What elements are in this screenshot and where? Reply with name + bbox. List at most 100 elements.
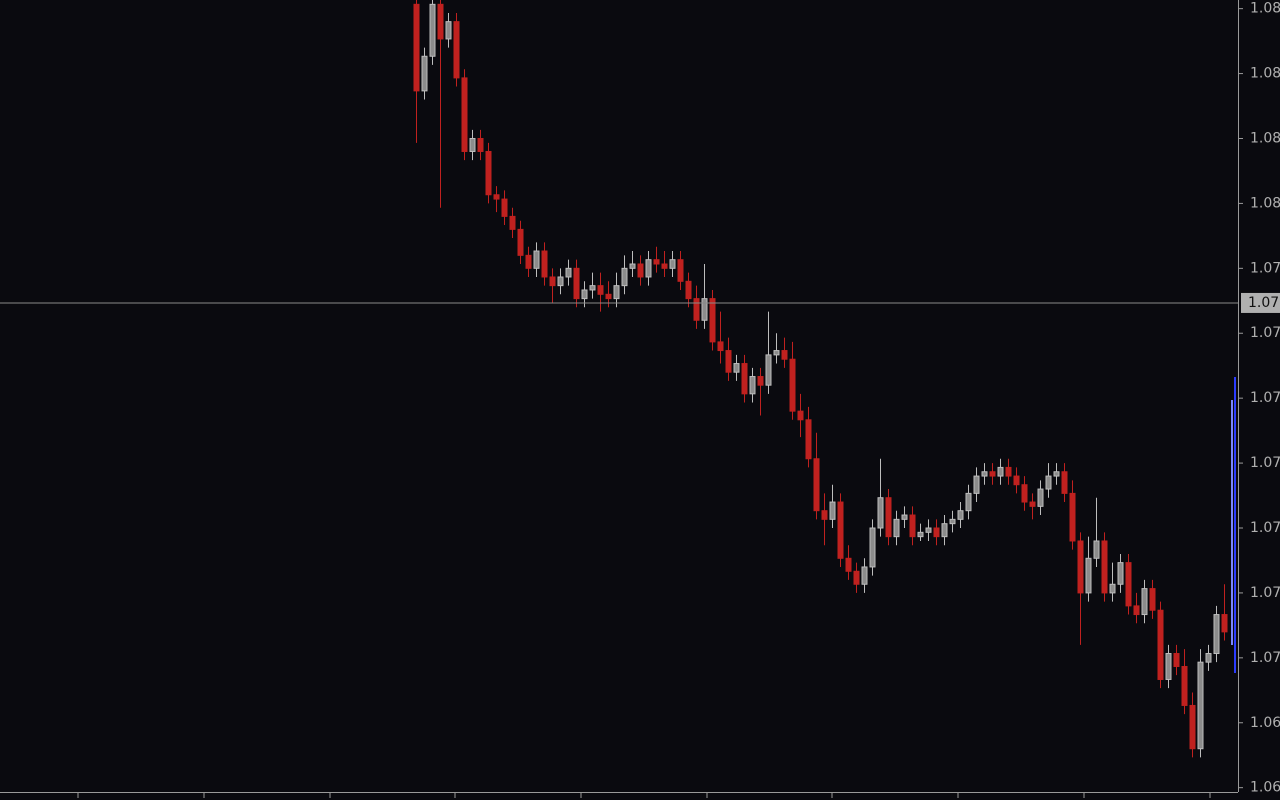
candle-body bbox=[781, 350, 788, 360]
current-price-label: 1.07 bbox=[1248, 295, 1279, 311]
candle-body bbox=[837, 501, 844, 559]
candle-body bbox=[973, 475, 980, 494]
current-price-box bbox=[1241, 292, 1280, 313]
candle-body bbox=[501, 198, 508, 217]
candle-body bbox=[549, 276, 556, 287]
y-tick-label: 1.06 bbox=[1250, 715, 1280, 731]
candle-body bbox=[1165, 653, 1172, 680]
candle-body bbox=[437, 3, 444, 40]
candle-body bbox=[797, 410, 804, 421]
candle-body bbox=[677, 259, 684, 282]
candle-body bbox=[861, 566, 868, 585]
candle-body bbox=[765, 354, 772, 386]
candle-body bbox=[469, 137, 476, 152]
candle-body bbox=[1197, 661, 1204, 750]
candle-body bbox=[701, 298, 708, 321]
candle-body bbox=[685, 280, 692, 300]
candle-body bbox=[997, 466, 1004, 477]
candle-body bbox=[621, 267, 628, 287]
candle-body bbox=[1045, 475, 1052, 490]
y-tick-label: 1.07 bbox=[1250, 260, 1280, 276]
candle-body bbox=[629, 263, 636, 269]
y-tick-label: 1.08 bbox=[1250, 1, 1280, 17]
candle-body bbox=[1221, 614, 1228, 633]
candle-body bbox=[461, 77, 468, 152]
candle-body bbox=[1181, 665, 1188, 706]
candle-body bbox=[557, 276, 564, 287]
candle-body bbox=[893, 518, 900, 538]
y-tick-label: 1.07 bbox=[1250, 585, 1280, 601]
y-tick-label: 1.07 bbox=[1250, 390, 1280, 406]
candle-body bbox=[1109, 583, 1116, 594]
candle-body bbox=[1053, 471, 1060, 477]
candle-body bbox=[853, 570, 860, 585]
candle-body bbox=[589, 285, 596, 291]
candle-body bbox=[533, 250, 540, 269]
candle-body bbox=[813, 458, 820, 512]
candle-body bbox=[901, 514, 908, 520]
candle-body bbox=[645, 259, 652, 278]
candle-body bbox=[421, 55, 428, 92]
candle-body bbox=[1125, 562, 1132, 607]
candle-body bbox=[1037, 488, 1044, 507]
candle-body bbox=[1189, 704, 1196, 750]
y-tick-label: 1.07 bbox=[1250, 650, 1280, 666]
candle-body bbox=[1077, 540, 1084, 594]
candle-body bbox=[541, 250, 548, 278]
candle-body bbox=[669, 259, 676, 269]
candle-body bbox=[909, 514, 916, 538]
candle-body bbox=[989, 471, 996, 477]
candle-body bbox=[1061, 471, 1068, 494]
y-tick-label: 1.08 bbox=[1250, 195, 1280, 211]
candle-body bbox=[581, 289, 588, 300]
candle-body bbox=[1213, 614, 1220, 655]
candle-body bbox=[605, 293, 612, 300]
candle-body bbox=[957, 510, 964, 520]
candle-body bbox=[1029, 501, 1036, 507]
candle-body bbox=[917, 531, 924, 538]
candle-body bbox=[661, 263, 668, 269]
candle-body bbox=[1013, 475, 1020, 486]
candle-body bbox=[805, 419, 812, 460]
candle-body bbox=[1205, 653, 1212, 663]
candle-body bbox=[1117, 562, 1124, 585]
y-tick-label: 1.06 bbox=[1250, 780, 1280, 796]
candle-body bbox=[741, 363, 748, 395]
candle-body bbox=[477, 137, 484, 152]
candle-body bbox=[829, 501, 836, 520]
candle-body bbox=[1157, 609, 1164, 680]
candle-body bbox=[877, 497, 884, 529]
candle-body bbox=[941, 523, 948, 538]
candle-body bbox=[933, 527, 940, 538]
candle-body bbox=[869, 527, 876, 568]
candle-body bbox=[757, 376, 764, 386]
candle-body bbox=[525, 254, 532, 269]
candle-body bbox=[965, 492, 972, 512]
candle-body bbox=[1173, 653, 1180, 667]
y-tick-label: 1.07 bbox=[1250, 455, 1280, 471]
candle-body bbox=[509, 215, 516, 230]
candle-body bbox=[1085, 557, 1092, 594]
y-tick-label: 1.07 bbox=[1250, 325, 1280, 341]
indicator bbox=[1231, 377, 1236, 673]
candle-body bbox=[733, 363, 740, 373]
candle-body bbox=[821, 510, 828, 520]
candle-body bbox=[749, 376, 756, 395]
candle-body bbox=[885, 497, 892, 538]
candle-body bbox=[413, 3, 420, 92]
candle-body bbox=[517, 228, 524, 256]
y-tick-label: 1.08 bbox=[1250, 66, 1280, 82]
candle-body bbox=[949, 518, 956, 525]
candle-body bbox=[653, 259, 660, 265]
candle-body bbox=[485, 150, 492, 196]
candle-body bbox=[1093, 540, 1100, 559]
candle-body bbox=[453, 21, 460, 79]
candle-body bbox=[1005, 466, 1012, 477]
candle-body bbox=[493, 194, 500, 200]
candle-body bbox=[1069, 492, 1076, 542]
time-tick-marks bbox=[77, 792, 1211, 798]
candle-body bbox=[565, 267, 572, 278]
